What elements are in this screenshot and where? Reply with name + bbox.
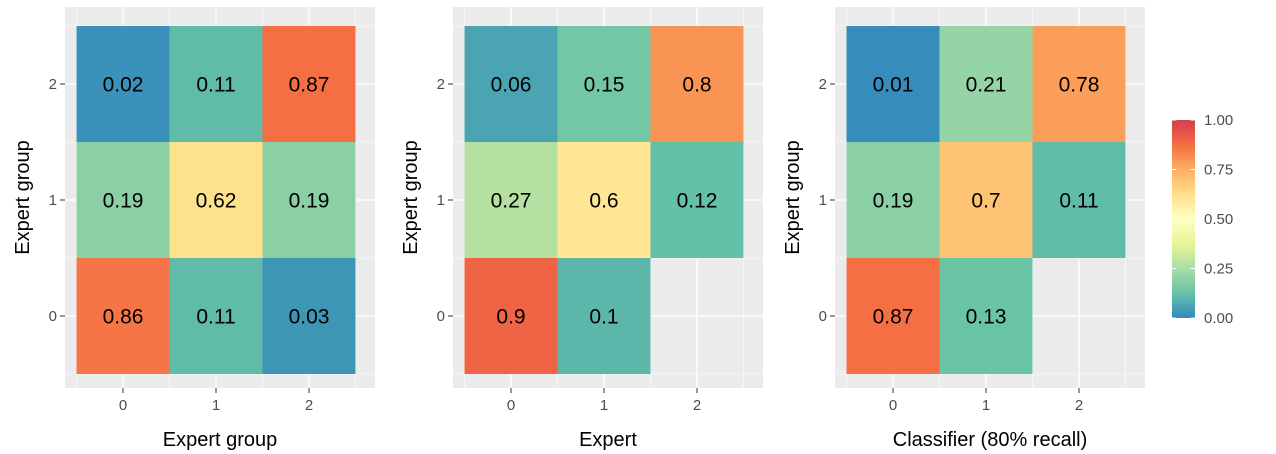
heatmap-cell bbox=[1032, 26, 1126, 142]
heatmap-cell bbox=[557, 142, 651, 258]
x-axis-title: Expert group bbox=[163, 429, 278, 451]
legend-label: 0.25 bbox=[1204, 261, 1233, 278]
heatmap-cell bbox=[650, 142, 744, 258]
heatmap-panels: 0.02 0.11 0.870.19 0.62 0.190.86 0.11 0.030 1 20… bbox=[12, 7, 1145, 451]
x-tick-label: 2 bbox=[1075, 397, 1083, 414]
cell-value-label: 0.11 bbox=[196, 74, 235, 97]
x-tick-label: 2 bbox=[305, 397, 313, 414]
cell-value-label: 0.1 bbox=[589, 306, 618, 329]
heatmap-cell bbox=[557, 258, 651, 374]
heatmap-cell bbox=[464, 258, 558, 374]
heatmap-cell bbox=[76, 142, 170, 258]
legend-label: 0.50 bbox=[1204, 211, 1233, 228]
x-axis-title: Expert bbox=[579, 429, 637, 451]
cell-value-label: 0.6 bbox=[589, 190, 618, 213]
heatmap-cell bbox=[464, 142, 558, 258]
cell-value-label: 0.19 bbox=[103, 190, 144, 213]
y-axis-title: Expert group bbox=[782, 140, 804, 255]
y-tick-label: 2 bbox=[49, 76, 57, 93]
heatmap-cell bbox=[939, 258, 1033, 374]
x-tick-label: 1 bbox=[212, 397, 220, 414]
cell-value-label: 0.12 bbox=[677, 190, 718, 213]
heatmap-panel-3: 0.01 0.21 0.78 0.19 0.7 0.11 0.87 0.13 0 1 2 0 1 2 Cla… bbox=[782, 7, 1145, 451]
color-legend: 0.00 0.25 0.50 0.75 1.00 bbox=[1172, 112, 1233, 327]
cell-value-label: 0.27 bbox=[491, 190, 532, 213]
y-axis-title: Expert group bbox=[12, 140, 34, 255]
cell-value-label: 0.9 bbox=[496, 306, 525, 329]
cell-value-label: 0.21 bbox=[966, 74, 1007, 97]
cell-value-label: 0.19 bbox=[289, 190, 330, 213]
heatmap-cell bbox=[939, 142, 1033, 258]
cell-value-label: 0.8 bbox=[682, 74, 711, 97]
heatmap-cell bbox=[169, 26, 263, 142]
cell-value-label: 0.03 bbox=[289, 306, 330, 329]
heatmap-cell bbox=[1032, 142, 1126, 258]
legend-colorbar bbox=[1172, 120, 1195, 318]
heatmap-cell bbox=[464, 26, 558, 142]
cell-value-label: 0.13 bbox=[966, 306, 1007, 329]
heatmap-panel-2: 0.06 0.15 0.8 0.27 0.6 0.12 0.9 0.1 0 1 2 0 1 2 Expert… bbox=[400, 7, 763, 451]
cell-value-label: 0.62 bbox=[196, 190, 237, 213]
x-tick-label: 0 bbox=[507, 397, 515, 414]
heatmap-panel-1: 0.02 0.11 0.87 0.19 0.62 0.19 0.86 0.11 0.03 0 1 2 0… bbox=[12, 7, 375, 451]
cell-value-label: 0.15 bbox=[584, 74, 625, 97]
y-tick-label: 0 bbox=[437, 308, 445, 325]
heatmap-cell bbox=[846, 142, 940, 258]
heatmap-cell bbox=[846, 258, 940, 374]
cell-value-label: 0.78 bbox=[1059, 74, 1100, 97]
heatmap-cell bbox=[76, 258, 170, 374]
heatmap-cell bbox=[557, 26, 651, 142]
cell-value-label: 0.87 bbox=[289, 74, 330, 97]
legend-label: 0.00 bbox=[1204, 310, 1233, 327]
heatmap-cell bbox=[169, 142, 263, 258]
cell-value-label: 0.7 bbox=[971, 190, 1000, 213]
heatmap-cell bbox=[262, 26, 356, 142]
cell-value-label: 0.06 bbox=[491, 74, 532, 97]
legend-label: 0.75 bbox=[1204, 162, 1233, 179]
y-axis-title: Expert group bbox=[400, 140, 422, 255]
heatmap-cell bbox=[169, 258, 263, 374]
cell-value-label: 0.87 bbox=[873, 306, 914, 329]
cell-value-label: 0.19 bbox=[873, 190, 914, 213]
heatmap-cell bbox=[262, 258, 356, 374]
y-tick-label: 1 bbox=[49, 192, 57, 209]
heatmap-cell bbox=[846, 26, 940, 142]
x-tick-label: 0 bbox=[889, 397, 897, 414]
cell-value-label: 0.02 bbox=[103, 74, 144, 97]
y-tick-label: 2 bbox=[819, 76, 827, 93]
y-tick-label: 0 bbox=[819, 308, 827, 325]
cell-value-label: 0.86 bbox=[103, 306, 144, 329]
x-tick-label: 1 bbox=[982, 397, 990, 414]
legend-label: 1.00 bbox=[1204, 112, 1233, 129]
x-tick-label: 2 bbox=[693, 397, 701, 414]
cell-value-label: 0.01 bbox=[873, 74, 914, 97]
y-tick-label: 0 bbox=[49, 308, 57, 325]
x-axis-title: Classifier (80% recall) bbox=[893, 429, 1088, 451]
x-tick-label: 1 bbox=[600, 397, 608, 414]
heatmap-cell bbox=[939, 26, 1033, 142]
y-tick-label: 1 bbox=[819, 192, 827, 209]
heatmap-cell bbox=[76, 26, 170, 142]
heatmap-cell bbox=[262, 142, 356, 258]
heatmap-cell bbox=[650, 26, 744, 142]
cell-value-label: 0.11 bbox=[196, 306, 235, 329]
x-tick-label: 0 bbox=[119, 397, 127, 414]
y-tick-label: 2 bbox=[437, 76, 445, 93]
cell-value-label: 0.11 bbox=[1059, 190, 1098, 213]
y-tick-label: 1 bbox=[437, 192, 445, 209]
